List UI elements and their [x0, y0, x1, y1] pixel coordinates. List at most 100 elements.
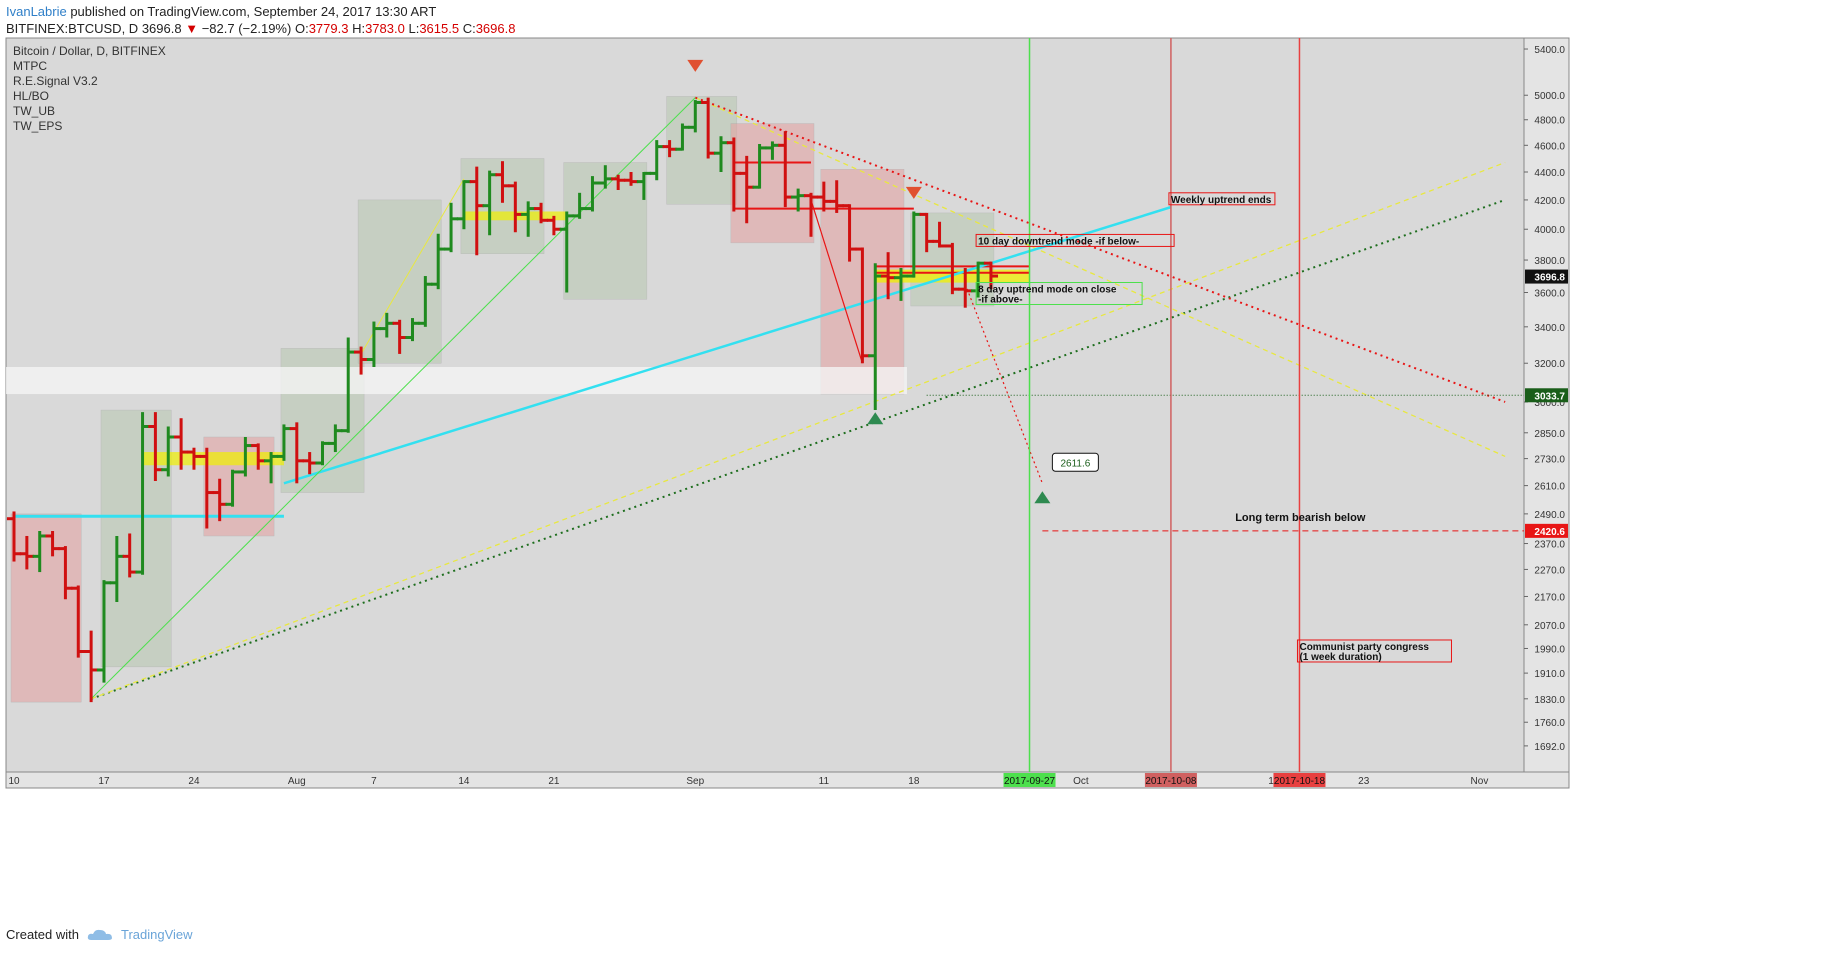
price-change: −82.7 (−2.19%)	[201, 21, 292, 36]
x-tick-label: 14	[458, 776, 470, 787]
y-tick-label: 3400.0	[1534, 323, 1565, 334]
green-trendline	[90, 198, 1506, 700]
y-tick-label: 2850.0	[1534, 429, 1565, 440]
y-tick-label: 3000.0	[1534, 398, 1565, 409]
signal-zone	[10, 513, 82, 703]
x-tick-label: 10	[8, 776, 20, 787]
buy-arrow-icon	[1034, 491, 1051, 504]
buy-arrow-icon	[867, 412, 884, 425]
y-tick-label: 2170.0	[1534, 592, 1565, 603]
date-marker-box	[1144, 773, 1197, 787]
x-tick-label: Sep	[686, 776, 704, 787]
last-price: 3696.8	[141, 21, 182, 36]
date-marker-label: 2017-10-08	[1145, 776, 1197, 787]
low-value: 3615.5	[419, 21, 460, 36]
change-arrow-icon: ▼	[185, 21, 199, 36]
sell-arrow-icon	[687, 59, 704, 72]
x-tick-label: 21	[548, 776, 560, 787]
open-value: 3779.3	[308, 21, 349, 36]
y-tick-label: 2730.0	[1534, 455, 1565, 466]
x-tick-label: 17	[98, 776, 110, 787]
footer: Created with TradingView	[6, 927, 193, 942]
y-tick-label: 4800.0	[1534, 116, 1565, 127]
yellow-trendline	[695, 97, 1506, 458]
close-value: 3696.8	[475, 21, 516, 36]
published-text: published on TradingView.com, September …	[66, 4, 437, 19]
x-tick-label: 23	[1358, 776, 1370, 787]
y-tick-label: 5000.0	[1534, 91, 1565, 102]
price-callout: 2611.6	[1060, 458, 1090, 469]
y-tick-label: 3800.0	[1534, 256, 1565, 267]
high-value: 3783.0	[365, 21, 405, 36]
y-tick-label: 3600.0	[1534, 288, 1565, 299]
annotation-downtrend-box	[975, 233, 1175, 247]
annotation-downtrend: 10 day downtrend mode -if below-	[978, 236, 1139, 247]
author-link[interactable]: IvanLabrie	[6, 4, 67, 19]
y-tick-label: 1910.0	[1534, 669, 1565, 680]
created-with-label: Created with	[6, 927, 79, 942]
signal-zone	[203, 436, 275, 537]
annotation-uptrend-line2: -if above-	[978, 294, 1022, 305]
low-label: L:	[408, 21, 420, 36]
red-line	[810, 199, 863, 364]
annotation-weekly-uptrend: Weekly uptrend ends	[1171, 195, 1272, 206]
support-band	[6, 366, 907, 395]
green-line	[90, 97, 696, 700]
tradingview-cloud-icon	[87, 929, 112, 940]
y-tick-label: 2490.0	[1534, 510, 1565, 521]
legend-item: Bitcoin / Dollar, D, BITFINEX	[13, 44, 166, 58]
y-tick-label: 2070.0	[1534, 621, 1565, 632]
annotation-congress-line2: (1 week duration)	[1299, 652, 1381, 663]
y-tick-label: 5400.0	[1534, 45, 1565, 56]
annotation-uptrend-box	[975, 281, 1143, 305]
date-marker-box	[1273, 773, 1326, 787]
y-tick-label: 2610.0	[1534, 482, 1565, 493]
y-tick-label: 2370.0	[1534, 540, 1565, 551]
legend-item: R.E.Signal V3.2	[13, 74, 98, 88]
yellow-line	[360, 178, 465, 355]
date-marker-label: 2017-09-27	[1004, 776, 1056, 787]
red-projection	[964, 283, 1043, 484]
x-tick-label: Aug	[288, 776, 306, 787]
y-tick-label: 1692.0	[1534, 742, 1565, 753]
ohlc-header: BITFINEX:BTCUSD, D 3696.8 ▼ −82.7 (−2.19…	[6, 21, 515, 36]
legend-item: MTPC	[13, 59, 47, 73]
y-tick-label: 4400.0	[1534, 168, 1565, 179]
sell-arrow-icon	[905, 186, 922, 199]
annotation-uptrend: 8 day uptrend mode on close	[978, 284, 1117, 295]
x-tick-label: 11	[819, 776, 830, 787]
x-tick-label: 24	[188, 776, 200, 787]
date-marker-label: 2017-10-18	[1274, 776, 1326, 787]
red-trendline	[694, 96, 1506, 403]
tradingview-brand[interactable]: TradingView	[120, 927, 193, 942]
price-label: 3696.8	[1534, 273, 1565, 284]
cyan-trendline	[283, 205, 1172, 485]
open-label: O:	[294, 21, 309, 36]
y-tick-label: 4200.0	[1534, 196, 1565, 207]
yellow-level	[142, 452, 284, 466]
date-marker-box	[1003, 773, 1056, 787]
annotation-weekly-uptrend-box	[1168, 192, 1276, 206]
price-label-box	[1525, 388, 1568, 403]
legend-item: TW_UB	[13, 104, 55, 118]
y-tick-label: 1990.0	[1534, 644, 1565, 655]
signal-zone	[100, 409, 172, 668]
y-tick-label: 1830.0	[1534, 695, 1565, 706]
price-label-box	[1525, 523, 1568, 538]
x-tick-label: 7	[371, 776, 377, 787]
price-label: 3033.7	[1534, 391, 1565, 402]
yellow-trendline	[90, 161, 1506, 700]
price-label-box	[1525, 269, 1568, 284]
y-tick-label: 1760.0	[1534, 718, 1565, 729]
high-label: H:	[352, 21, 366, 36]
x-tick-label: 18	[908, 776, 920, 787]
symbol-label: BITFINEX:BTCUSD, D	[6, 21, 139, 36]
annotation-congress-box	[1296, 639, 1452, 663]
close-label: C:	[462, 21, 476, 36]
chart-header: IvanLabrie published on TradingView.com,…	[6, 4, 436, 19]
annotation-congress: Communist party congress	[1299, 642, 1429, 653]
y-tick-label: 2270.0	[1534, 565, 1565, 576]
x-tick-label: Oct	[1073, 776, 1089, 787]
annotation-bearish: Long term bearish below	[1235, 512, 1366, 524]
